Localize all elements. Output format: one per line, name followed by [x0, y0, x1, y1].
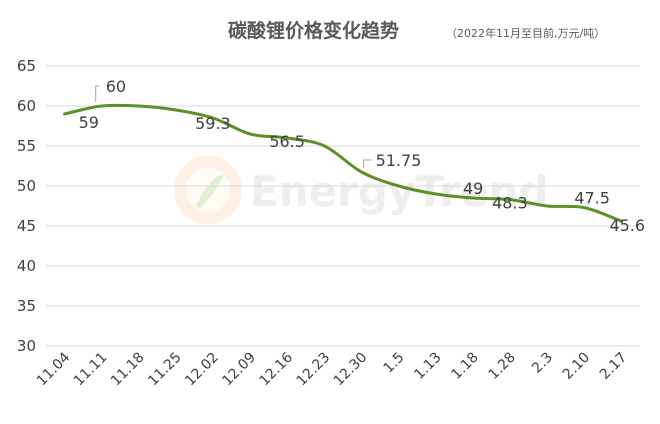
- x-tick-label: 2.17: [597, 350, 630, 383]
- y-tick-label: 35: [17, 297, 36, 315]
- x-tick-label: 1.18: [448, 350, 481, 383]
- chart-subtitle: （2022年11月至目前,万元/吨）: [446, 26, 605, 40]
- data-label: 60: [106, 77, 126, 96]
- x-tick-label: 1.28: [486, 350, 519, 383]
- x-tick-label: 1.13: [411, 350, 444, 383]
- y-tick-label: 30: [17, 337, 36, 355]
- y-tick-label: 40: [17, 257, 36, 275]
- label-leader-line: [95, 85, 100, 102]
- watermark-leaf-icon: [196, 174, 224, 208]
- watermark-text: EnergyTrend: [250, 167, 548, 216]
- data-label: 45.6: [609, 216, 645, 235]
- y-tick-label: 45: [17, 217, 36, 235]
- x-tick-label: 11.11: [71, 350, 111, 390]
- x-tick-label: 12.23: [294, 350, 334, 390]
- data-label: 48.3: [492, 194, 528, 213]
- x-axis-ticks: 11.0411.1111.1811.2512.0212.0912.1612.23…: [34, 349, 631, 389]
- x-tick-label: 12.30: [331, 350, 371, 390]
- y-tick-label: 55: [17, 137, 36, 155]
- x-tick-label: 1.5: [380, 350, 407, 377]
- x-tick-label: 12.02: [182, 350, 222, 390]
- x-tick-label: 12.16: [256, 349, 296, 389]
- data-label: 47.5: [574, 189, 610, 208]
- x-tick-label: 11.18: [108, 350, 148, 390]
- y-tick-label: 60: [17, 97, 36, 115]
- x-tick-label: 2.10: [560, 350, 593, 383]
- data-label: 59.3: [195, 114, 231, 133]
- series: [63, 103, 623, 223]
- series-line: [63, 103, 623, 223]
- label-leader-line: [363, 159, 372, 168]
- data-labels: 59 60 59.3 56.5 51.75 49 48.3 47.5 45.6: [79, 77, 646, 235]
- data-label: 59: [79, 113, 99, 132]
- data-label: 56.5: [269, 132, 305, 151]
- x-tick-label: 11.25: [145, 350, 185, 390]
- watermark: EnergyTrend: [174, 156, 548, 224]
- data-label: 49: [463, 179, 483, 198]
- x-tick-label: 11.04: [34, 349, 74, 389]
- y-tick-label: 50: [17, 177, 36, 195]
- y-tick-label: 65: [17, 57, 36, 75]
- x-tick-label: 12.09: [219, 350, 259, 390]
- data-label: 51.75: [376, 151, 422, 170]
- y-axis-ticks: 30 35 40 45 50 55 60 65: [17, 57, 36, 355]
- chart-title: 碳酸锂价格变化趋势: [228, 19, 399, 42]
- x-tick-label: 2.3: [529, 350, 556, 377]
